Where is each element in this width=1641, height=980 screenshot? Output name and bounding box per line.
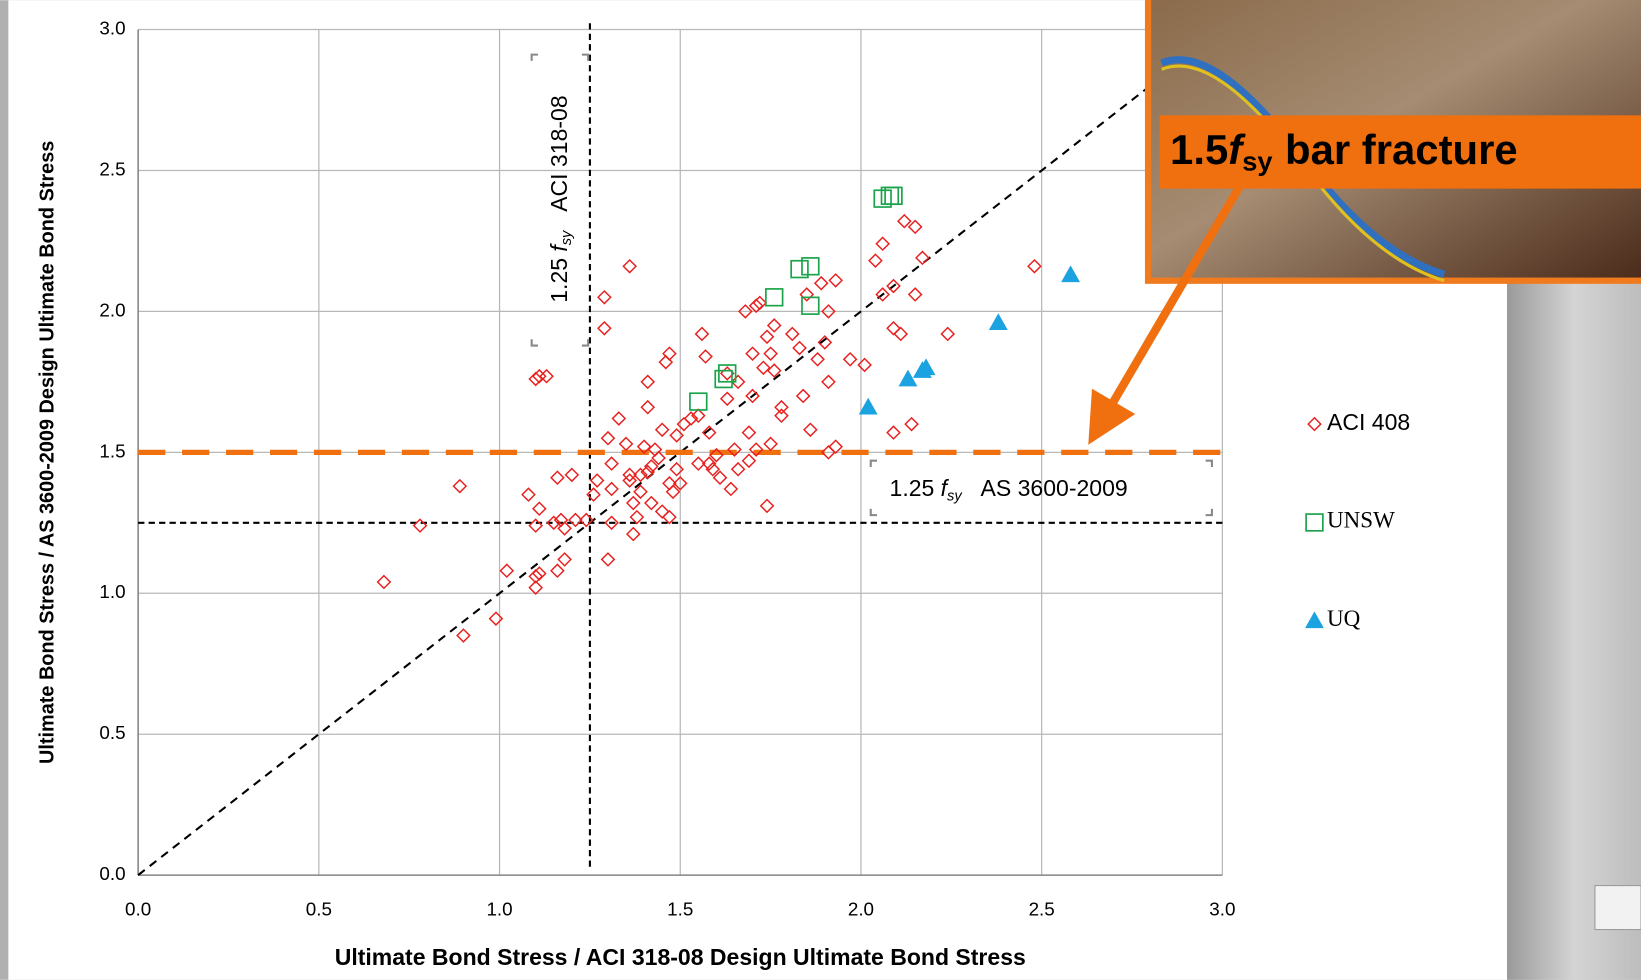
y-tick-label: 2.5 [99, 158, 125, 179]
annotation-number: 1.25 [546, 258, 572, 303]
y-axis-title: Ultimate Bond Stress / AS 3600-2009 Desi… [36, 141, 58, 764]
y-tick-label: 1.0 [99, 581, 125, 602]
legend-label: ACI 408 [1327, 409, 1410, 435]
chart: 0.0 0.5 1.0 1.5 2.0 2.5 3.0 0.0 0.5 1.0 1.5 2.0 2.5 3… [0, 0, 1641, 980]
x-tick-label: 0.5 [306, 899, 332, 920]
x-tick-label: 0.0 [125, 899, 151, 920]
x-axis-title: Ultimate Bond Stress / ACI 318-08 Design… [335, 944, 1026, 970]
annotation-subscript: sy [947, 488, 963, 504]
annotation-number: 1.5 [1170, 126, 1228, 173]
y-tick-label: 0.5 [99, 722, 125, 743]
annotation-code: ACI 318-08 [546, 95, 572, 211]
x-tick-label: 1.0 [486, 899, 512, 920]
annotation-subscript: sy [559, 229, 575, 245]
page: {"chart_data":{ "type":"scatter", "x_lab… [0, 0, 1641, 980]
as-annotation: 1.25fsyAS 3600-2009 [890, 475, 1128, 504]
legend-label: UNSW [1327, 507, 1395, 533]
y-tick-label: 2.0 [99, 299, 125, 320]
x-tick-label: 2.5 [1029, 899, 1055, 920]
y-tick-label: 1.5 [99, 440, 125, 461]
annotation-subscript: sy [1242, 146, 1272, 177]
y-tick-label: 3.0 [99, 17, 125, 38]
annotation-text: bar fracture [1285, 126, 1518, 173]
x-tick-label: 1.5 [667, 899, 693, 920]
y-tick-label: 0.0 [99, 863, 125, 884]
aci-annotation: 1.25fsyACI 318-08 [546, 95, 575, 302]
x-tick-label: 3.0 [1209, 899, 1235, 920]
x-tick-label: 2.0 [848, 899, 874, 920]
logo [1595, 886, 1641, 930]
annotation-code: AS 3600-2009 [981, 475, 1128, 501]
legend-label: UQ [1327, 605, 1361, 631]
annotation-number: 1.25 [890, 475, 935, 501]
